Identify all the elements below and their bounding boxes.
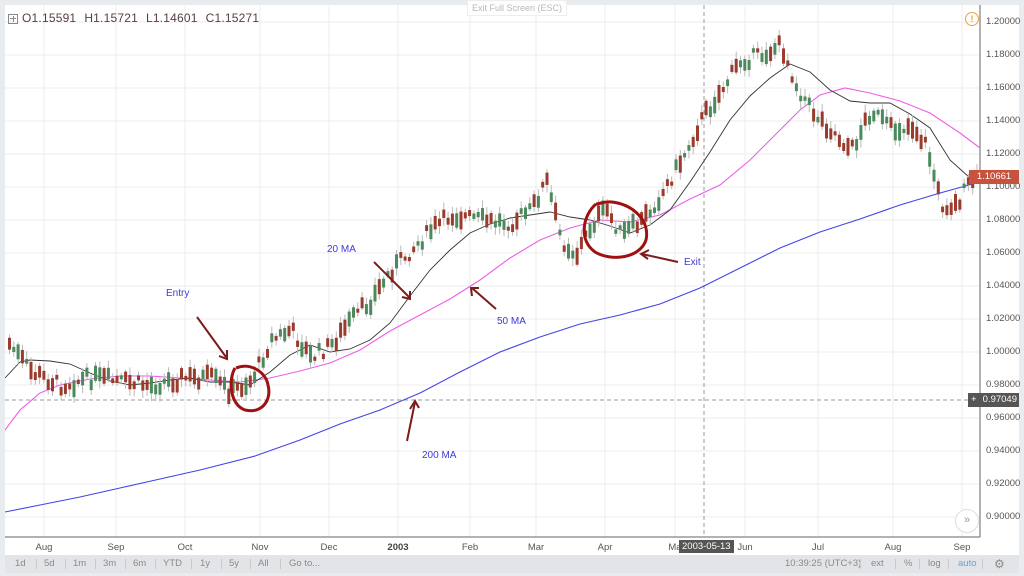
ma200-line	[5, 181, 981, 513]
price-tick-label: 1.12000	[986, 148, 1021, 159]
log-toggle[interactable]: log	[928, 558, 941, 569]
separator	[895, 559, 896, 569]
auto-scale-toggle[interactable]: auto	[958, 558, 977, 569]
price-tick-label: 1.10000	[986, 181, 1021, 192]
separator	[95, 559, 96, 569]
annotation-50ma: 50 MA	[497, 316, 526, 327]
separator	[36, 559, 37, 569]
ma50-line	[5, 87, 981, 431]
annotation-markers	[196, 200, 679, 442]
price-tick-label: 1.14000	[986, 115, 1021, 126]
time-tick-label: 2003	[387, 542, 409, 553]
range-6m[interactable]: 6m	[133, 558, 147, 569]
annotation-200ma: 200 MA	[422, 450, 457, 461]
range-1d[interactable]: 1d	[15, 558, 26, 569]
price-tick-label: 0.92000	[986, 478, 1021, 489]
ohlc-open: O1.15591	[22, 11, 77, 25]
clock-timezone[interactable]: 10:39:25 (UTC+3)	[785, 558, 862, 569]
time-tick-label: Ma	[668, 542, 682, 553]
annotation-entry: Entry	[166, 288, 190, 299]
bottom-toolbar: 1d 5d 1m 3m 6m YTD 1y 5y All Go to... 10…	[5, 555, 1019, 573]
time-tick-label: Nov	[251, 542, 269, 553]
range-5d[interactable]: 5d	[44, 558, 55, 569]
annotation-exit: Exit	[684, 257, 701, 268]
time-tick-label: Jul	[811, 542, 825, 553]
time-tick-label: Aug	[884, 542, 902, 553]
time-tick-label: Oct	[177, 542, 193, 553]
expand-legend-icon[interactable]	[8, 13, 18, 24]
price-tick-label: 1.20000	[986, 16, 1021, 27]
time-tick-label: Apr	[597, 542, 613, 553]
separator	[125, 559, 126, 569]
range-3m[interactable]: 3m	[103, 558, 117, 569]
range-ytd[interactable]: YTD	[163, 558, 182, 569]
time-tick-label: Dec	[320, 542, 338, 553]
crosshair-date-label: 2003-05-13	[679, 540, 734, 553]
time-tick-label: Jun	[737, 542, 753, 553]
price-tick-label: 1.02000	[986, 313, 1021, 324]
exit-fullscreen-button[interactable]: Exit Full Screen (ESC)	[467, 0, 568, 16]
chart-plot-area[interactable]: O1.15591 H1.15721 L1.14601 C1.15271	[5, 5, 1019, 556]
ext-toggle[interactable]: ext	[871, 558, 884, 569]
crosshair-price-label: +0.97049	[968, 393, 1019, 407]
price-tick-label: 0.98000	[986, 379, 1021, 390]
go-to-date-button[interactable]: Go to...	[289, 558, 321, 569]
separator	[982, 559, 983, 569]
range-1y[interactable]: 1y	[200, 558, 211, 569]
range-1m[interactable]: 1m	[73, 558, 87, 569]
separator	[948, 559, 949, 569]
separator	[919, 559, 920, 569]
separator	[860, 559, 861, 569]
price-tick-label: 1.04000	[986, 280, 1021, 291]
price-tick-label: 1.08000	[986, 214, 1021, 225]
separator	[155, 559, 156, 569]
annotation-20ma: 20 MA	[327, 244, 356, 255]
add-alert-plus-icon[interactable]: +	[971, 394, 977, 405]
candlestick-chart[interactable]	[5, 5, 1019, 556]
range-5y[interactable]: 5y	[229, 558, 240, 569]
time-tick-label: Mar	[527, 542, 545, 553]
settings-gear-icon[interactable]: ⚙	[994, 557, 1005, 571]
percent-toggle[interactable]: %	[904, 558, 913, 569]
separator	[221, 559, 222, 569]
ohlc-close: C1.15271	[205, 11, 260, 25]
time-tick-label: Sep	[953, 542, 971, 553]
candles	[8, 29, 979, 408]
separator	[280, 559, 281, 569]
warning-icon[interactable]: !	[965, 12, 979, 26]
ohlc-legend: O1.15591 H1.15721 L1.14601 C1.15271	[8, 11, 267, 25]
time-tick-label: Feb	[461, 542, 479, 553]
price-tick-label: 0.94000	[986, 445, 1021, 456]
price-tick-label: 0.90000	[986, 511, 1021, 522]
price-tick-label: 0.96000	[986, 412, 1021, 423]
separator	[65, 559, 66, 569]
price-tick-label: 1.18000	[986, 49, 1021, 60]
price-tick-label: 1.16000	[986, 82, 1021, 93]
ohlc-high: H1.15721	[84, 11, 138, 25]
separator	[191, 559, 192, 569]
ma20-line	[5, 63, 981, 386]
range-all[interactable]: All	[258, 558, 269, 569]
ohlc-low: L1.14601	[145, 11, 198, 25]
price-tick-label: 1.00000	[986, 346, 1021, 357]
separator	[250, 559, 251, 569]
time-tick-label: Aug	[35, 542, 53, 553]
last-price-label: 1.10661	[969, 170, 1019, 184]
scroll-to-realtime-button[interactable]: »	[955, 509, 979, 533]
time-tick-label: Sep	[107, 542, 125, 553]
price-tick-label: 1.06000	[986, 247, 1021, 258]
crosshair-price-value: 0.97049	[982, 394, 1017, 405]
